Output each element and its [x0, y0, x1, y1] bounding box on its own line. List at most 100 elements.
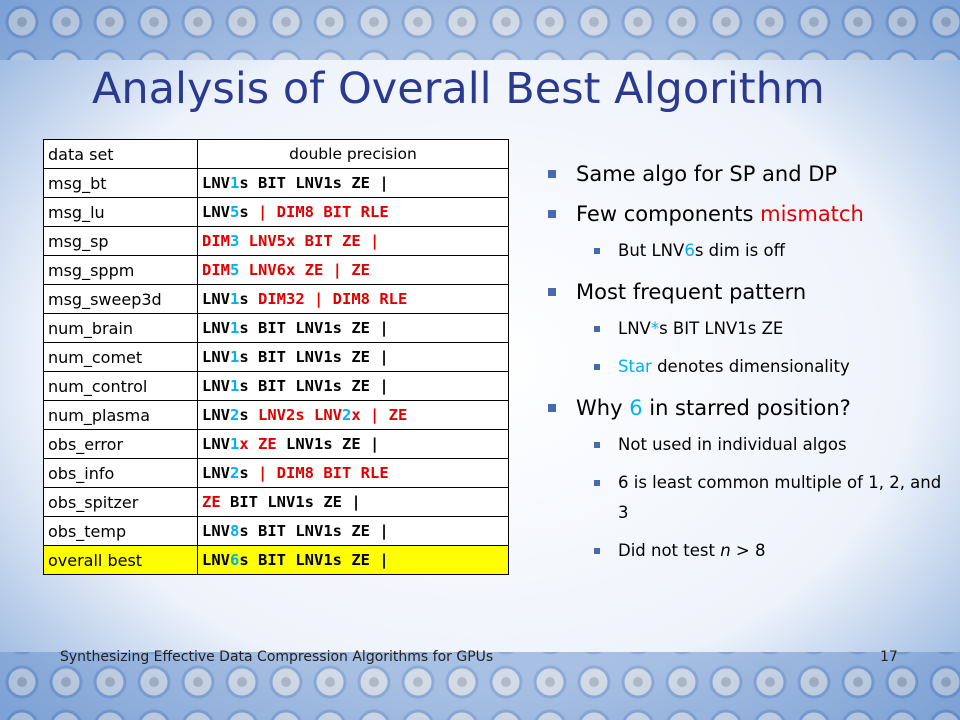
- text-run: mismatch: [760, 202, 864, 226]
- text-run: in starred position?: [642, 396, 851, 420]
- bullet-item: Same algo for SP and DP: [548, 161, 943, 188]
- text-run: 5: [230, 203, 240, 221]
- algorithm-cell: ZE BIT LNV1s ZE |: [197, 487, 509, 517]
- text-run: LNV: [202, 406, 230, 424]
- text-run: s BIT LNV1s ZE |: [239, 522, 389, 540]
- text-run: LNV: [202, 522, 230, 540]
- row-name: obs_temp: [43, 516, 198, 546]
- text-run: x ZE: [239, 435, 277, 453]
- table-row: num_plasma LNV2s LNV2s LNV2x | ZE: [43, 400, 509, 430]
- text-run: LNV5x BIT ZE |: [239, 232, 380, 250]
- table-row: num_control LNV1s BIT LNV1s ZE |: [43, 371, 509, 401]
- algorithm-cell: LNV1x ZE LNV1s ZE |: [197, 429, 509, 459]
- table-row: num_comet LNV1s BIT LNV1s ZE |: [43, 342, 509, 372]
- text-run: 1: [230, 290, 240, 308]
- text-run: 2: [342, 406, 352, 424]
- text-run: LNV: [202, 348, 230, 366]
- text-run: 2: [230, 406, 240, 424]
- text-run: 5: [230, 261, 240, 279]
- text-run: > 8: [730, 541, 766, 560]
- text-run: DIM: [202, 232, 230, 250]
- row-name: msg_sp: [43, 226, 198, 256]
- row-name: num_control: [43, 371, 198, 401]
- bullet-item: Few components mismatch: [548, 201, 943, 228]
- row-name: obs_info: [43, 458, 198, 488]
- algorithm-cell: LNV8s BIT LNV1s ZE |: [197, 516, 509, 546]
- text-run: 1: [230, 348, 240, 366]
- text-run: 6: [684, 241, 695, 260]
- bullet-item: Most frequent pattern: [548, 279, 943, 306]
- text-run: 2: [230, 464, 240, 482]
- bullet-item: But LNV6s dim is off: [548, 236, 943, 266]
- text-run: s BIT LNV1s ZE |: [239, 348, 389, 366]
- text-run: s BIT LNV1s ZE |: [239, 377, 389, 395]
- row-name: msg_bt: [43, 168, 198, 198]
- algorithm-cell: LNV2s LNV2s LNV2x | ZE: [197, 400, 509, 430]
- table-row: num_brain LNV1s BIT LNV1s ZE |: [43, 313, 509, 343]
- text-run: Same algo for SP and DP: [576, 162, 838, 186]
- table-row: msg_bt LNV1s BIT LNV1s ZE |: [43, 168, 509, 198]
- text-run: LNV: [202, 551, 230, 569]
- table-row: obs_temp LNV8s BIT LNV1s ZE |: [43, 516, 509, 546]
- text-run: LNV6x ZE | ZE: [239, 261, 370, 279]
- text-run: | DIM8 BIT RLE: [248, 464, 389, 482]
- text-run: s: [239, 464, 249, 482]
- text-run: Not used in individual algos: [618, 435, 847, 454]
- text-run: n: [720, 541, 731, 560]
- text-run: s BIT LNV1s ZE |: [239, 551, 389, 569]
- row-name: obs_error: [43, 429, 198, 459]
- text-run: s BIT LNV1s ZE |: [239, 319, 389, 337]
- data-table: data set double precision msg_bt LNV1s BIT …: [43, 139, 509, 575]
- text-run: LNV: [202, 290, 230, 308]
- text-run: 3: [230, 232, 240, 250]
- table-row: obs_spitzer ZE BIT LNV1s ZE |: [43, 487, 509, 517]
- text-run: s BIT LNV1s ZE: [659, 319, 784, 338]
- table-row: obs_error LNV1x ZE LNV1s ZE |: [43, 429, 509, 459]
- text-run: DIM: [202, 261, 230, 279]
- text-run: LNV: [202, 203, 230, 221]
- algorithm-cell: LNV1s DIM32 | DIM8 RLE: [197, 284, 509, 314]
- row-name: msg_lu: [43, 197, 198, 227]
- algorithm-cell: LNV2s | DIM8 BIT RLE: [197, 458, 509, 488]
- row-name: overall best: [43, 545, 198, 575]
- text-run: s: [239, 290, 259, 308]
- text-run: 1: [230, 319, 240, 337]
- bullet-item: Star denotes dimensionality: [548, 352, 943, 382]
- text-run: BIT LNV1s ZE |: [220, 493, 361, 511]
- bullet-item: 6 is least common multiple of 1, 2, and …: [548, 468, 943, 528]
- row-name: num_plasma: [43, 400, 198, 430]
- text-run: 1: [230, 377, 240, 395]
- text-run: Few components: [576, 202, 761, 226]
- bullet-item: LNV*s BIT LNV1s ZE: [548, 314, 943, 344]
- header-cell: double precision: [197, 139, 509, 169]
- table-row: obs_info LNV2s | DIM8 BIT RLE: [43, 458, 509, 488]
- table-row: msg_sp DIM3 LNV5x BIT ZE |: [43, 226, 509, 256]
- text-run: LNV1s ZE |: [276, 435, 380, 453]
- algorithm-cell: LNV1s BIT LNV1s ZE |: [197, 371, 509, 401]
- text-run: s: [239, 406, 259, 424]
- header-cell: data set: [43, 139, 198, 169]
- footer: Synthesizing Effective Data Compression …: [60, 649, 494, 665]
- text-run: 6 is least common multiple of 1, 2, and …: [618, 473, 942, 522]
- text-run: ZE: [202, 493, 221, 511]
- text-run: LNV: [202, 435, 230, 453]
- text-run: DIM32 | DIM8 RLE: [258, 290, 408, 308]
- text-run: Did not test: [618, 541, 721, 560]
- table-row: msg_sppm DIM5 LNV6x ZE | ZE: [43, 255, 509, 285]
- text-run: | DIM8 BIT RLE: [248, 203, 389, 221]
- text-run: LNV: [202, 377, 230, 395]
- text-run: LNV: [202, 174, 230, 192]
- text-run: Star: [618, 357, 652, 376]
- text-run: x | ZE: [351, 406, 408, 424]
- text-run: s BIT LNV1s ZE |: [239, 174, 389, 192]
- text-run: Most frequent pattern: [576, 280, 807, 304]
- text-run: Why: [576, 396, 630, 420]
- bullet-item: Did not test n > 8: [548, 536, 943, 566]
- header-row: data set double precision: [43, 139, 509, 169]
- text-run: 6: [230, 551, 240, 569]
- algorithm-cell: LNV1s BIT LNV1s ZE |: [197, 168, 509, 198]
- text-run: s: [239, 203, 249, 221]
- row-name: num_brain: [43, 313, 198, 343]
- table-row: msg_sweep3d LNV1s DIM32 | DIM8 RLE: [43, 284, 509, 314]
